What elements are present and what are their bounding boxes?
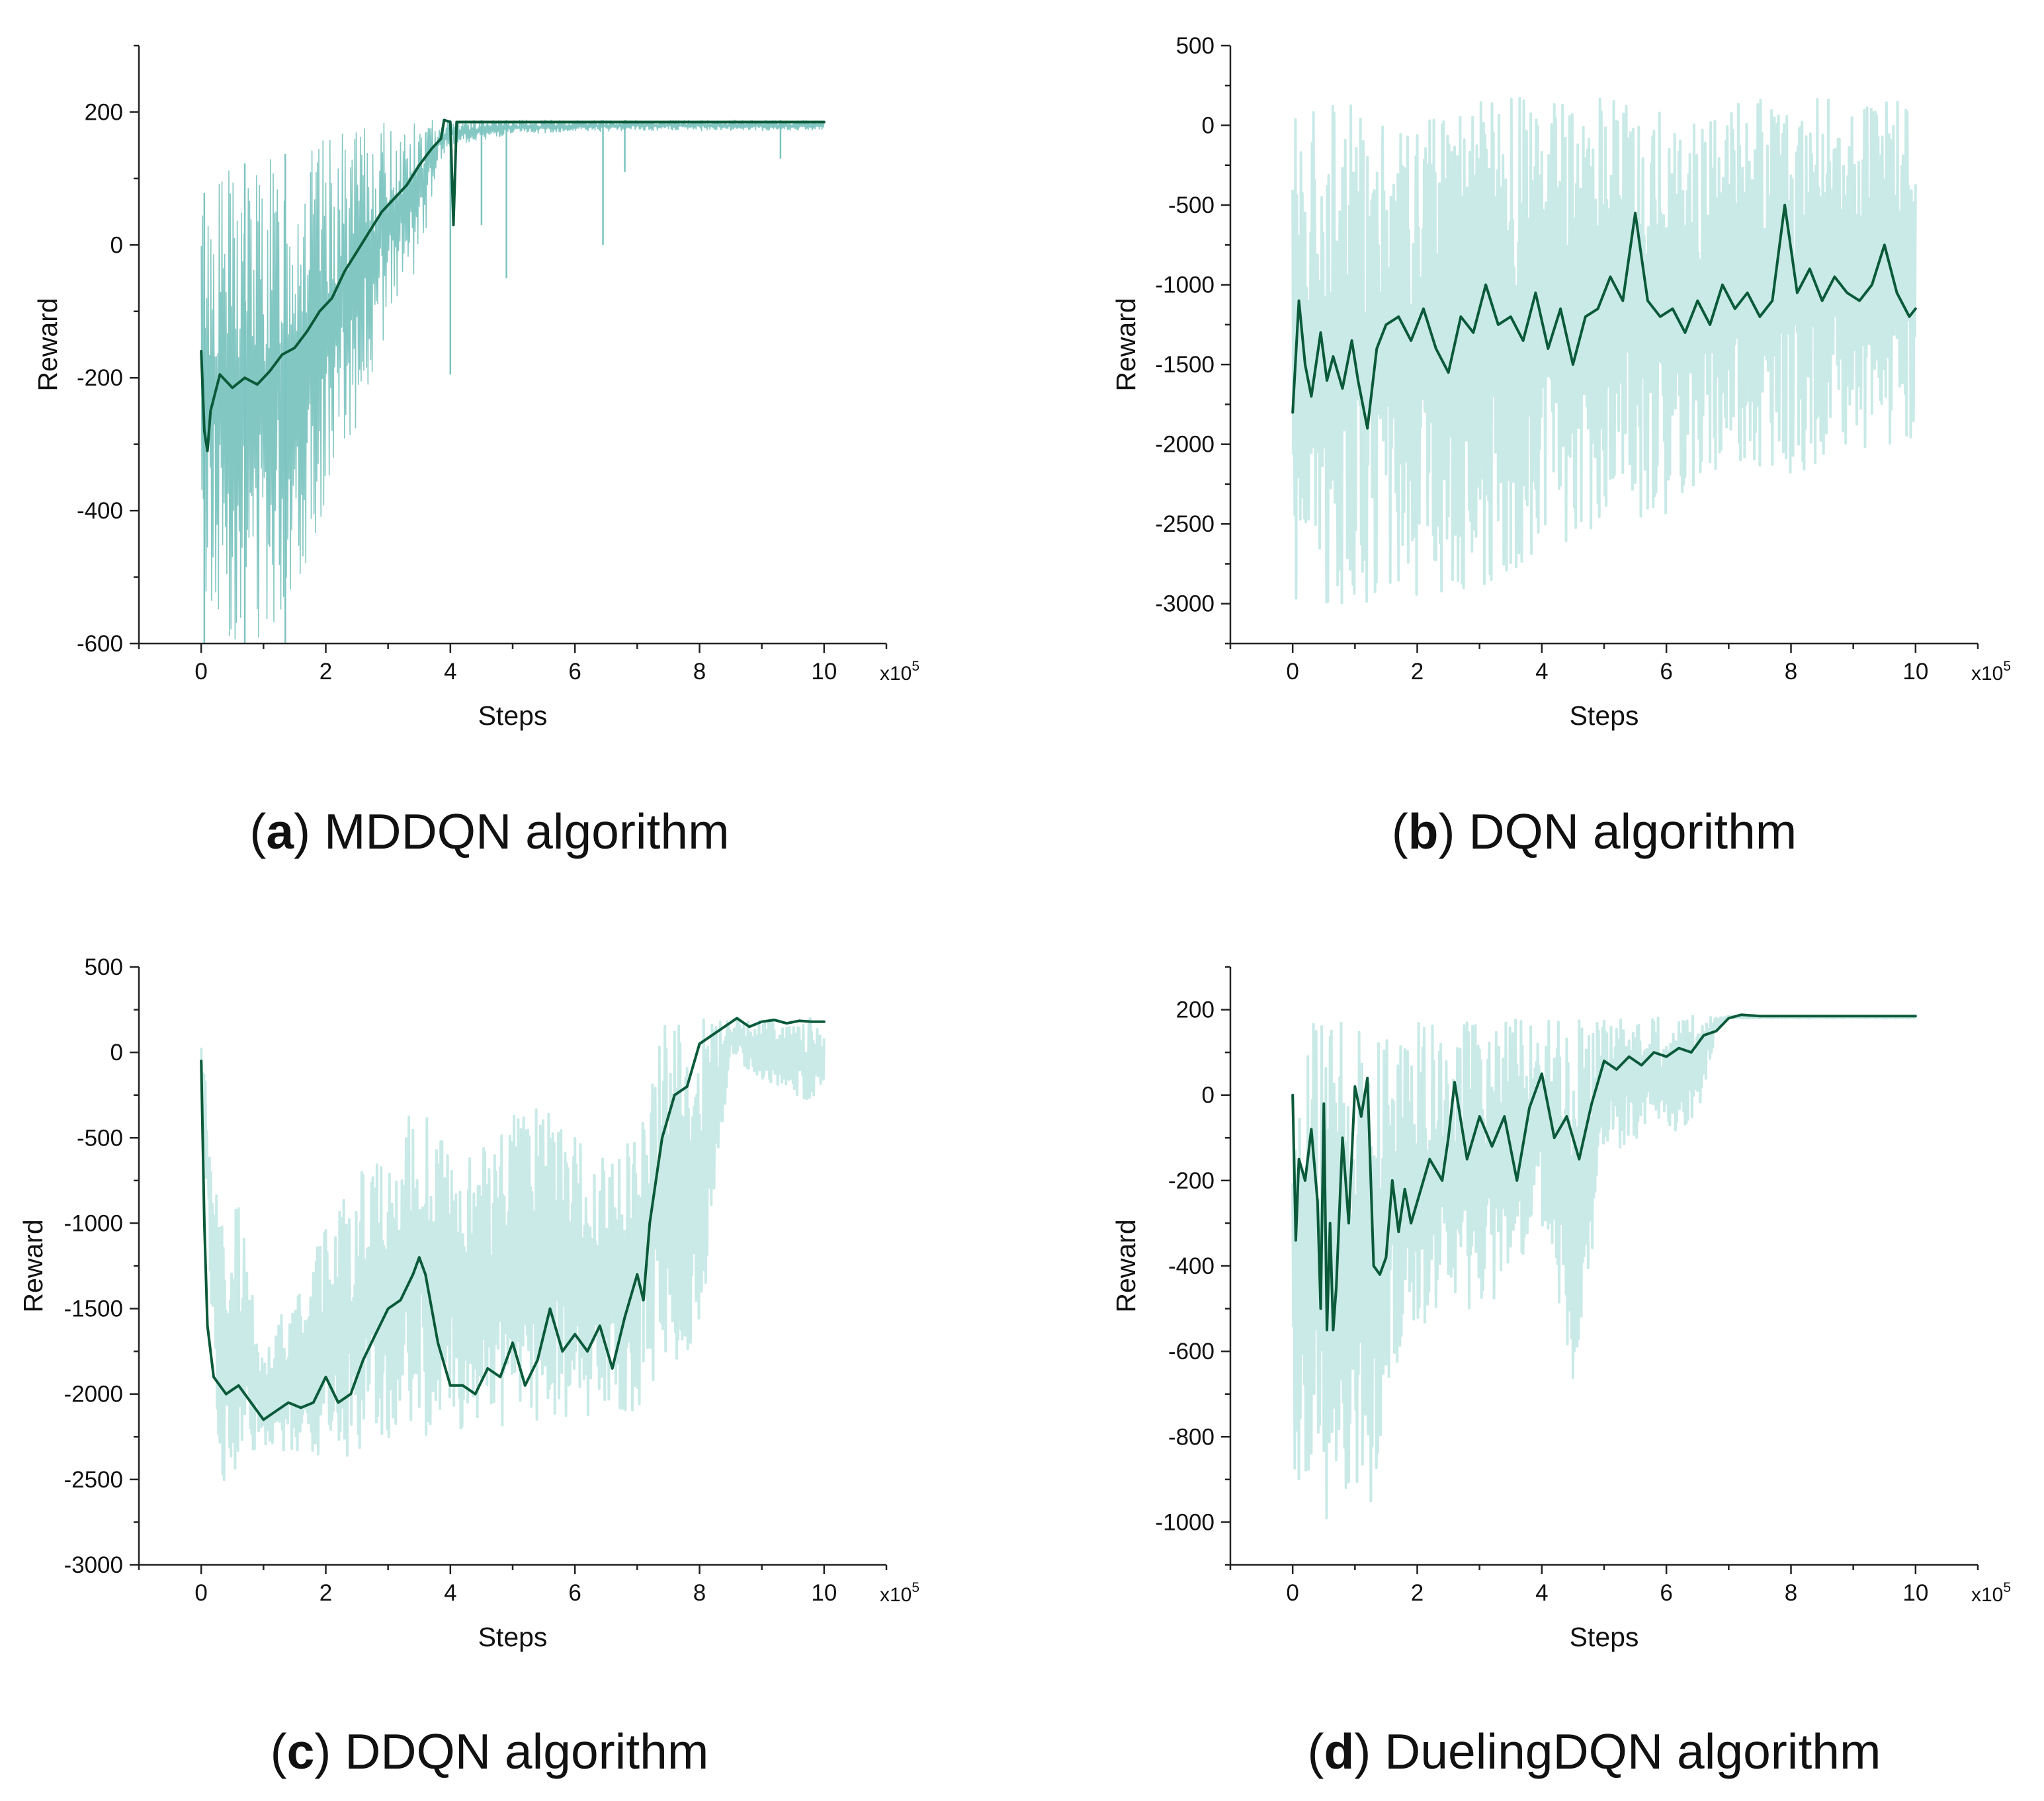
- y-tick-label-c-0: 0: [110, 1040, 123, 1066]
- axes-b: -3000 -2500 -2000 -1500 -1000 -500 0 500 0 2 4 6 8 10: [1155, 33, 1979, 685]
- smoothed-reward-series-d: [1291, 1013, 1917, 1331]
- y-axis-title-b: Reward: [1111, 298, 1141, 391]
- y-tick-label-d--400: -400: [1168, 1253, 1214, 1279]
- y-tick-label-c--1000: -1000: [64, 1210, 123, 1236]
- x-multiplier-a: x105: [880, 659, 919, 685]
- smoothed-reward-series-c: [200, 1017, 826, 1421]
- y-axis-title-c: Reward: [18, 1219, 48, 1312]
- y-tick-label-d--800: -800: [1168, 1424, 1214, 1450]
- x-multiplier-c: x105: [880, 1580, 919, 1606]
- y-axis-title-a: Reward: [32, 298, 63, 391]
- y-tick-label-c-500: 500: [85, 954, 123, 980]
- x-tick-label-a-10: 10: [811, 659, 837, 685]
- plot-area-c: [200, 1017, 826, 1482]
- x-tick-label-a-2: 2: [319, 659, 332, 685]
- panel-b: -3000 -2500 -2000 -1500 -1000 -500 0 500 0 2 4 6 8 10…: [1111, 33, 2011, 859]
- x-axis-title-c: Steps: [478, 1622, 548, 1652]
- x-axis-title-d: Steps: [1570, 1622, 1639, 1652]
- y-axis-title-d: Reward: [1111, 1219, 1141, 1312]
- smoothed-reward-series-b: [1291, 204, 1917, 430]
- x-tick-label-b-6: 6: [1660, 659, 1672, 685]
- x-tick-label-b-4: 4: [1535, 659, 1548, 685]
- plot-area-b: [1291, 97, 1917, 605]
- y-tick-label-c--500: -500: [77, 1125, 123, 1151]
- x-tick-label-c-4: 4: [444, 1580, 456, 1606]
- plot-area-a: [200, 118, 826, 644]
- x-tick-label-d-2: 2: [1411, 1580, 1424, 1606]
- x-tick-label-a-0: 0: [194, 659, 207, 685]
- y-tick-label-c--1500: -1500: [64, 1296, 123, 1322]
- y-tick-label-b--2500: -2500: [1155, 511, 1214, 537]
- y-tick-label-c--3000: -3000: [64, 1552, 123, 1578]
- x-axis-title-b: Steps: [1570, 700, 1639, 731]
- y-tick-label-c--2000: -2000: [64, 1382, 123, 1407]
- y-tick-label-d-0: 0: [1202, 1083, 1214, 1109]
- y-tick-label-a--600: -600: [77, 631, 123, 657]
- y-tick-label-b--500: -500: [1168, 192, 1214, 218]
- x-axis-title-a: Steps: [478, 700, 548, 731]
- y-tick-label-a--200: -200: [77, 365, 123, 391]
- y-tick-label-a-200: 200: [85, 99, 123, 125]
- y-tick-label-d-200: 200: [1176, 997, 1214, 1023]
- x-tick-label-d-10: 10: [1902, 1580, 1928, 1606]
- smoothed-reward-series-a: [200, 118, 826, 452]
- plot-area-d: [1291, 1013, 1917, 1520]
- caption-b: (b) DQN algorithm: [1392, 804, 1797, 859]
- y-tick-label-b--1500: -1500: [1155, 352, 1214, 378]
- x-tick-label-c-2: 2: [319, 1580, 332, 1606]
- raw-reward-series-c: [200, 1017, 826, 1482]
- x-tick-label-b-8: 8: [1785, 659, 1797, 685]
- x-tick-label-b-2: 2: [1411, 659, 1424, 685]
- x-tick-label-b-10: 10: [1902, 659, 1928, 685]
- y-tick-label-d--1000: -1000: [1155, 1509, 1214, 1535]
- y-tick-label-a-0: 0: [110, 232, 123, 258]
- x-tick-label-a-4: 4: [444, 659, 456, 685]
- panel-a: -600 -400 -200 0 200 0 2 4 6 8 10 Steps Reward x10…: [32, 44, 919, 859]
- x-tick-label-c-6: 6: [568, 1580, 581, 1606]
- y-tick-label-b--3000: -3000: [1155, 591, 1214, 617]
- y-tick-label-d--600: -600: [1168, 1339, 1214, 1364]
- x-tick-label-d-0: 0: [1286, 1580, 1299, 1606]
- y-tick-label-d--200: -200: [1168, 1168, 1214, 1194]
- axes-d: -1000 -800 -600 -400 -200 0 200 0 2 4 6 8 10: [1155, 966, 1979, 1606]
- x-tick-label-a-8: 8: [693, 659, 706, 685]
- y-tick-label-b-0: 0: [1202, 113, 1214, 139]
- caption-a: (a) MDDQN algorithm: [249, 804, 729, 859]
- caption-d: (d) DuelingDQN algorithm: [1308, 1724, 1881, 1779]
- x-tick-label-b-0: 0: [1286, 659, 1299, 685]
- y-tick-label-b-500: 500: [1176, 33, 1214, 59]
- x-tick-label-c-8: 8: [693, 1580, 706, 1606]
- panel-c: -3000 -2500 -2000 -1500 -1000 -500 0 500 0 2 4 6 8 10…: [18, 954, 919, 1779]
- x-multiplier-b: x105: [1971, 659, 2011, 685]
- y-tick-label-a--400: -400: [77, 498, 123, 524]
- x-tick-label-a-6: 6: [568, 659, 581, 685]
- x-tick-label-c-0: 0: [194, 1580, 207, 1606]
- y-tick-label-b--2000: -2000: [1155, 432, 1214, 458]
- x-tick-label-d-8: 8: [1785, 1580, 1797, 1606]
- y-tick-label-b--1000: -1000: [1155, 272, 1214, 298]
- panel-d: -1000 -800 -600 -400 -200 0 200 0 2 4 6 8 10 Steps R…: [1111, 966, 2011, 1779]
- x-tick-label-d-6: 6: [1660, 1580, 1672, 1606]
- axes-a: -600 -400 -200 0 200 0 2 4 6 8 10: [77, 44, 888, 685]
- x-multiplier-d: x105: [1971, 1580, 2011, 1606]
- raw-reward-series-b: [1291, 97, 1917, 605]
- x-tick-label-d-4: 4: [1535, 1580, 1548, 1606]
- x-tick-label-c-10: 10: [811, 1580, 837, 1606]
- axes-c: -3000 -2500 -2000 -1500 -1000 -500 0 500 0 2 4 6 8 10: [64, 954, 888, 1606]
- caption-c: (c) DDQN algorithm: [271, 1724, 709, 1779]
- y-tick-label-c--2500: -2500: [64, 1467, 123, 1493]
